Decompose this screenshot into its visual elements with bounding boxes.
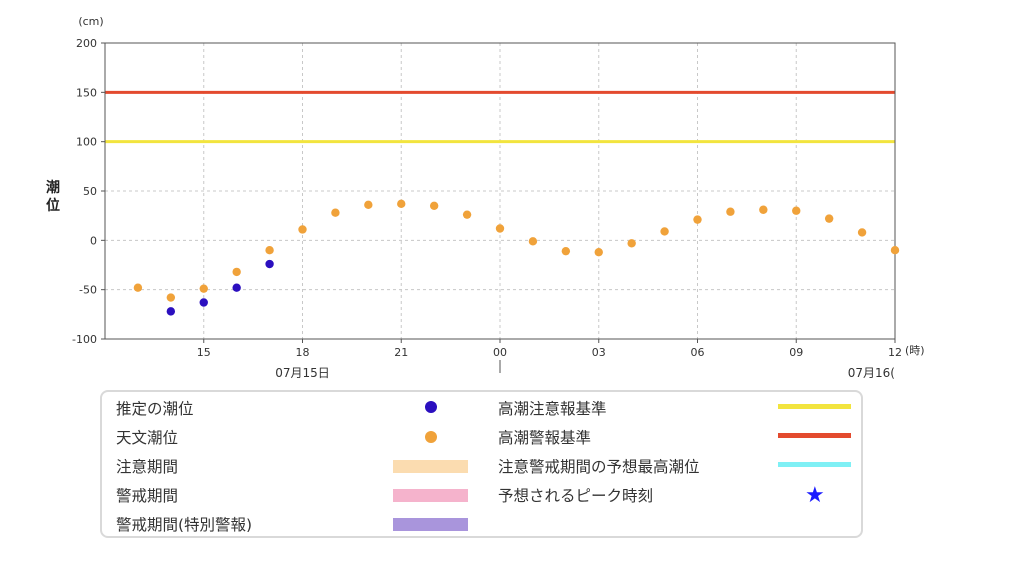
data-point-astronomical (528, 237, 538, 246)
y-axis-label: 潮 (46, 179, 60, 196)
data-point-astronomical (133, 283, 143, 292)
legend-label-estimated-tide: 推定の潮位 (116, 400, 194, 418)
data-point-astronomical (890, 246, 900, 255)
x-tick-label: 03 (592, 346, 606, 359)
tide-chart: 200 150 100 50 0 -50 -100 (cm) 潮位 15 18 21 00 03 06 09 1… (46, 15, 925, 380)
legend-swatch-estimated-tide (425, 401, 437, 413)
data-point-astronomical (397, 199, 406, 209)
data-point-estimated (166, 307, 176, 316)
data-point-astronomical (265, 246, 274, 255)
y-tick-label: 100 (76, 136, 97, 149)
data-point-astronomical (561, 246, 571, 256)
legend-label-astronomical-tide: 天文潮位 (116, 429, 179, 447)
data-point-estimated (265, 259, 274, 269)
legend-swatch-advisory-standard (778, 404, 851, 409)
x-tick-label: 15 (197, 346, 211, 359)
legend-label-special-warning-period: 警戒期間(特別警報) (116, 516, 253, 534)
x-tick-label: 09 (789, 346, 803, 359)
legend-swatch-warning-period (393, 489, 468, 502)
legend-swatch-forecast-max (778, 462, 851, 467)
legend-label-warning-period: 警戒期間 (116, 487, 179, 505)
legend-swatch-caution-period (393, 460, 468, 473)
data-point-estimated (199, 298, 208, 307)
data-point-astronomical (331, 208, 340, 217)
legend: 推定の潮位 天文潮位 注意期間 警戒期間 警戒期間(特別警報) 高潮注意報基準 … (100, 390, 863, 538)
data-point-astronomical (627, 239, 636, 248)
data-point-astronomical (199, 284, 208, 293)
data-point-astronomical (495, 224, 505, 233)
legend-label-expected-peak: 予想されるピーク時刻 (498, 487, 654, 505)
y-unit-label: (cm) (78, 15, 103, 28)
data-point-astronomical (364, 200, 373, 210)
data-point-astronomical (298, 225, 307, 234)
y-tick-label: -100 (72, 333, 97, 346)
legend-label-forecast-max: 注意警戒期間の予想最高潮位 (498, 458, 700, 476)
x-unit-label: (時) (905, 344, 925, 357)
date-label: 07月15日 (275, 366, 330, 380)
x-tick-label: 06 (691, 346, 705, 359)
data-point-astronomical (429, 201, 439, 210)
data-point-astronomical (166, 293, 176, 302)
y-tick-label: -50 (79, 284, 97, 297)
data-point-astronomical (693, 215, 702, 224)
data-point-astronomical (857, 228, 867, 237)
data-point-astronomical (792, 206, 801, 215)
data-point-astronomical (462, 210, 472, 219)
data-point-astronomical (232, 267, 241, 277)
x-tick-label: 18 (296, 346, 310, 359)
data-point-astronomical (824, 214, 834, 223)
legend-label-warning-standard: 高潮警報基準 (498, 429, 592, 447)
y-tick-label: 50 (83, 185, 97, 198)
y-tick-label: 150 (76, 86, 97, 99)
x-tick-label: 21 (394, 346, 408, 359)
y-tick-label: 200 (76, 37, 97, 50)
star-icon: ★ (805, 483, 825, 508)
x-tick-label: 12 (888, 346, 902, 359)
date-label: 07月16( (848, 366, 895, 380)
data-point-astronomical (726, 207, 735, 216)
y-tick-label: 0 (90, 234, 97, 247)
y-axis-label: 位 (46, 197, 60, 214)
data-point-astronomical (660, 227, 669, 236)
legend-label-caution-period: 注意期間 (116, 458, 179, 476)
legend-label-advisory-standard: 高潮注意報基準 (498, 400, 607, 418)
data-point-estimated (232, 283, 241, 292)
legend-swatch-warning-standard (778, 433, 851, 438)
legend-swatch-special-warning-period (393, 518, 468, 531)
legend-swatch-astronomical-tide (425, 431, 437, 443)
x-tick-label: 00 (493, 346, 507, 359)
data-point-astronomical (594, 247, 603, 257)
data-point-astronomical (759, 205, 768, 214)
